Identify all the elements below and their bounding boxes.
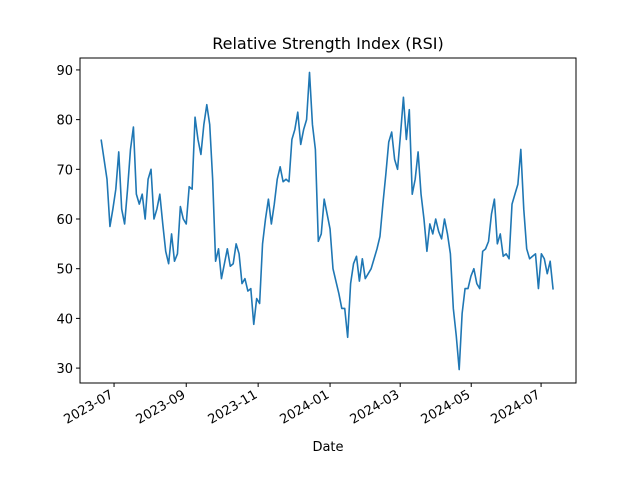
plot-frame <box>79 57 577 384</box>
x-axis-label: Date <box>312 440 343 455</box>
y-tick-label: 60 <box>56 213 73 228</box>
y-tick-label: 70 <box>56 163 73 178</box>
chart-title: Relative Strength Index (RSI) <box>212 34 444 53</box>
rsi-line <box>100 71 554 371</box>
y-tick-label: 90 <box>56 64 73 79</box>
y-tick-label: 30 <box>56 362 73 377</box>
y-tick-label: 40 <box>56 312 73 327</box>
y-tick-label: 50 <box>56 263 73 278</box>
y-tick-label: 80 <box>56 114 73 129</box>
